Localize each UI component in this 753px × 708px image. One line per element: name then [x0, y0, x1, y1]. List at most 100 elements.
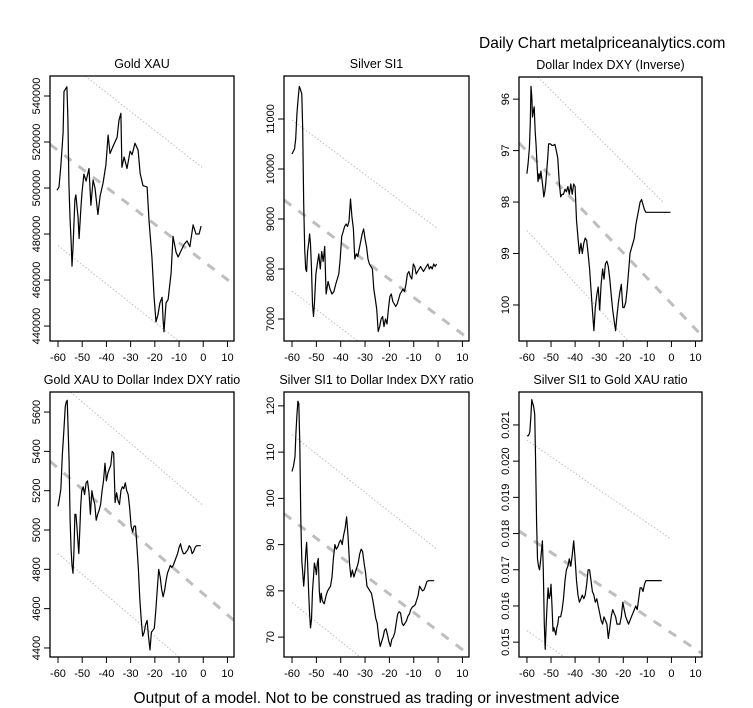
upper-band-line: [291, 119, 438, 229]
y-tick-label: 8000: [265, 257, 277, 281]
y-tick-label: 5000: [31, 518, 43, 542]
y-tick-label: 5200: [31, 478, 43, 502]
panel-title: Gold XAU: [114, 57, 170, 71]
x-tick-label: -30: [591, 668, 607, 680]
y-tick-label: 100: [500, 296, 512, 314]
x-tick-label: -40: [567, 352, 583, 364]
lower-band-line: [291, 290, 359, 341]
x-tick-label: -30: [357, 668, 373, 680]
x-tick-label: -20: [147, 668, 163, 680]
x-tick-label: -60: [519, 668, 535, 680]
x-tick-label: -50: [74, 668, 90, 680]
x-tick-label: 10: [221, 352, 233, 364]
trend-line: [519, 141, 702, 337]
y-tick-label: 120: [265, 397, 277, 415]
x-tick-label: -60: [50, 668, 66, 680]
x-tick-label: -20: [615, 668, 631, 680]
y-tick-label: 10000: [265, 154, 277, 185]
y-tick-label: 96: [500, 93, 512, 105]
y-tick-label: 98: [500, 196, 512, 208]
panel-2: Silver SI1 -60 -50 -40 -30 -20 -10 0 10 7000 8000 9…: [265, 57, 470, 364]
plot-area: [519, 77, 702, 341]
x-tick-label: 0: [435, 352, 441, 364]
upper-band-line: [70, 392, 203, 505]
x-tick-label: -40: [333, 352, 349, 364]
panel-5: Silver SI1 to Dollar Index DXY ratio-60-…: [265, 373, 474, 680]
trend-line: [284, 512, 469, 656]
x-tick-label: -40: [333, 668, 349, 680]
trend-line: [284, 198, 469, 341]
y-tick-label: 0.019: [500, 484, 512, 512]
panel-title: Gold XAU to Dollar Index DXY ratio: [44, 373, 240, 387]
trend-line: [50, 460, 234, 622]
x-tick-label: 0: [668, 352, 674, 364]
plot-area: [284, 400, 469, 657]
plot-frame: [518, 76, 703, 342]
upper-band-line: [526, 439, 671, 540]
y-tick-label: 500000: [31, 170, 43, 207]
x-tick-label: -10: [171, 668, 187, 680]
x-tick-label: 10: [456, 668, 468, 680]
y-tick-label: 460000: [31, 262, 43, 299]
x-tick-label: -30: [357, 352, 373, 364]
x-tick-label: -30: [123, 352, 139, 364]
x-tick-label: 10: [221, 668, 233, 680]
y-tick-label: 480000: [31, 216, 43, 253]
y-tick-label: 0.018: [500, 520, 512, 548]
lower-band-line: [57, 245, 179, 341]
x-tick-label: -60: [284, 352, 300, 364]
y-tick-label: 11000: [265, 104, 277, 134]
x-tick-label: -10: [406, 352, 422, 364]
x-tick-label: -10: [639, 668, 655, 680]
plot-frame: [518, 391, 703, 658]
y-tick-label: 5600: [31, 400, 43, 424]
y-tick-label: 5400: [31, 439, 43, 463]
y-tick-label: 110: [265, 443, 277, 461]
lower-band-line: [57, 553, 180, 657]
y-tick-label: 540000: [31, 78, 43, 115]
x-tick-label: -50: [308, 668, 324, 680]
plot-frame: [283, 391, 470, 658]
x-tick-label: -40: [98, 352, 114, 364]
x-tick-label: -60: [519, 352, 535, 364]
plot-frame: [283, 75, 470, 342]
x-tick-label: -60: [284, 668, 300, 680]
trend-line: [50, 143, 234, 286]
series-line: [526, 85, 671, 332]
y-tick-label: 100: [265, 489, 277, 507]
x-tick-label: 0: [435, 668, 441, 680]
plot-area: [284, 85, 469, 341]
x-tick-label: -20: [615, 352, 631, 364]
x-tick-label: -40: [567, 668, 583, 680]
x-tick-label: 10: [689, 352, 701, 364]
y-tick-label: 0.015: [500, 628, 512, 656]
x-tick-label: 0: [668, 668, 674, 680]
y-tick-label: 440000: [31, 308, 43, 345]
panel-1: Gold XAU -60 -50 -40 -30 -20 -10 0 10 440000 46000…: [31, 57, 235, 364]
x-tick-label: -40: [98, 668, 114, 680]
panel-title: Silver SI1: [350, 57, 404, 71]
panel-6: Silver SI1 to Gold XAU ratio -60 -50 -40 -30…: [500, 373, 703, 680]
x-tick-label: -50: [308, 352, 324, 364]
trend-line: [519, 529, 702, 655]
chart-header: Daily Chart metalpriceanalytics.com: [479, 35, 726, 52]
x-tick-label: -60: [50, 352, 66, 364]
x-tick-label: -20: [381, 352, 397, 364]
y-tick-label: 70: [265, 631, 277, 643]
x-tick-label: -50: [543, 668, 559, 680]
upper-band-line: [84, 76, 203, 168]
lower-band-line: [291, 602, 361, 657]
y-tick-label: 520000: [31, 124, 43, 161]
x-tick-label: 10: [689, 668, 701, 680]
upper-band-line: [537, 77, 664, 203]
y-tick-label: 0.016: [500, 592, 512, 620]
panel-4: Gold XAU to Dollar Index DXY ratio -60 -50…: [31, 373, 240, 680]
plot-frame: [49, 75, 235, 342]
series-line: [56, 86, 202, 333]
series-line: [291, 400, 435, 647]
x-tick-label: -20: [147, 352, 163, 364]
series-line: [526, 399, 662, 650]
x-tick-label: -50: [74, 352, 90, 364]
x-tick-label: -10: [639, 352, 655, 364]
y-tick-label: 9000: [265, 207, 277, 231]
